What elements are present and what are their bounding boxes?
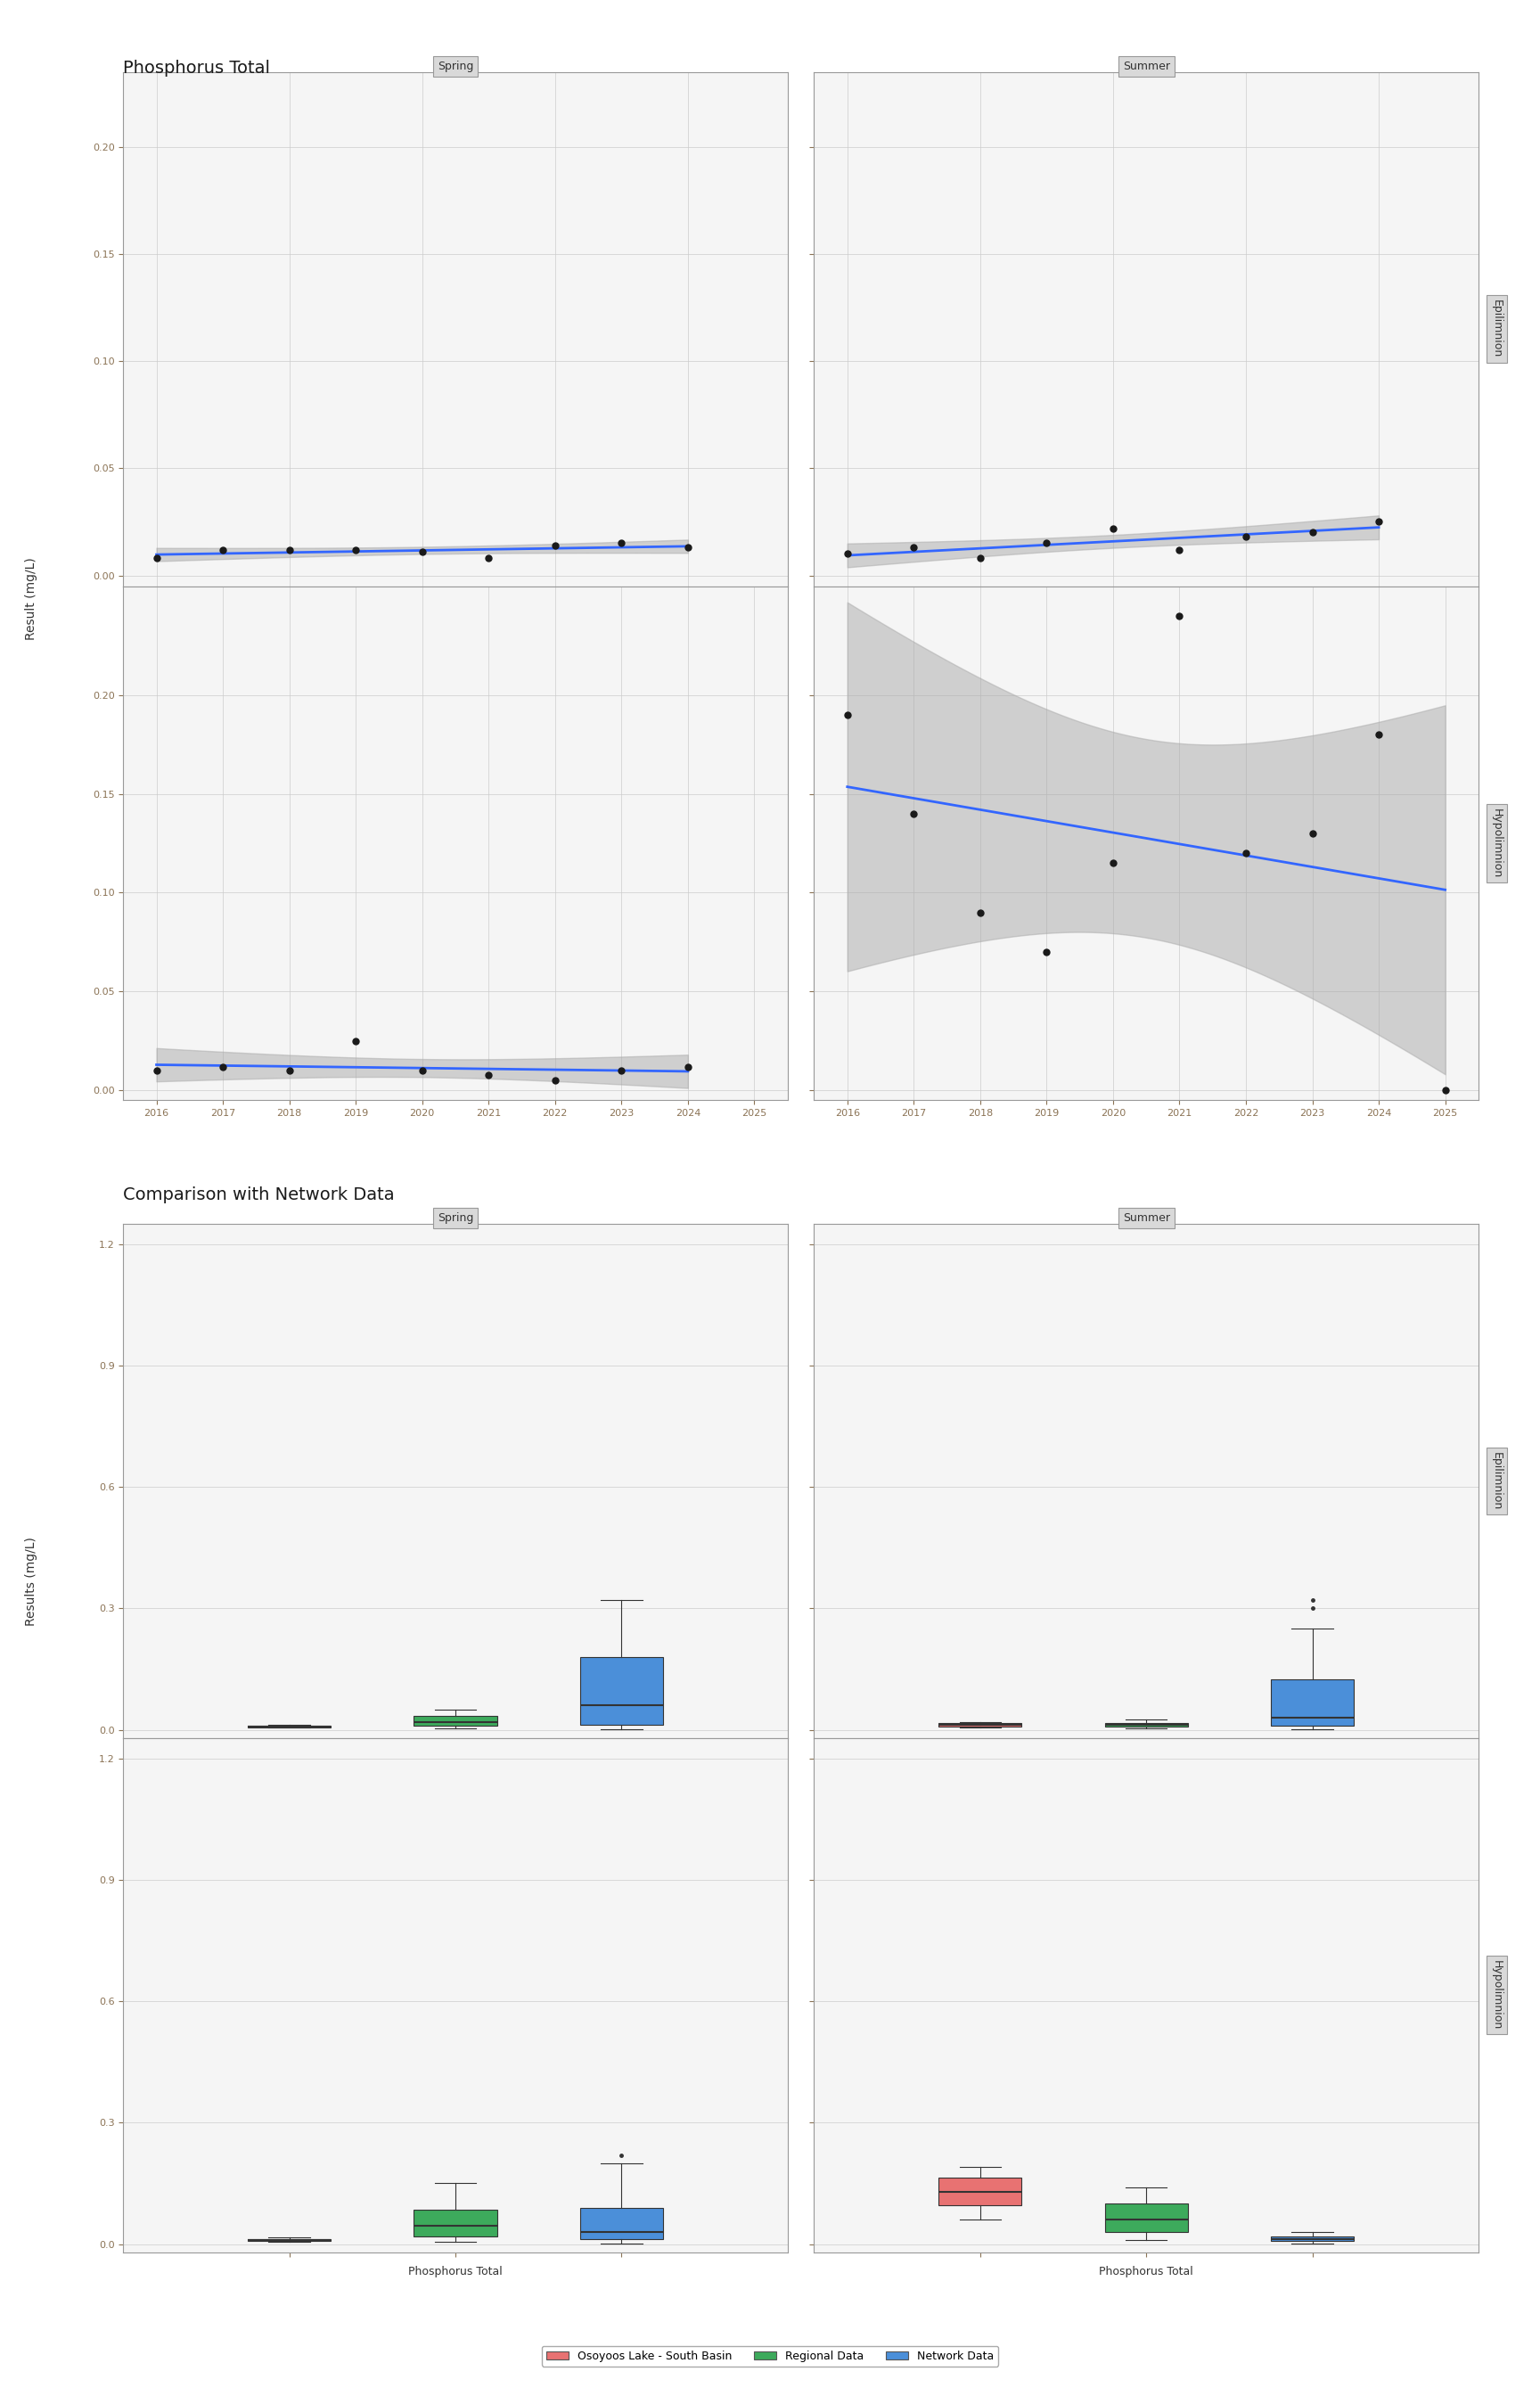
Y-axis label: Epilimnion: Epilimnion (1491, 300, 1503, 357)
Point (410, 1052, 434, 1090)
Point (676, 1047, 701, 1085)
Title: Summer: Summer (1123, 60, 1170, 72)
PathPatch shape (1270, 1680, 1354, 1725)
Y-axis label: Hypolimnion: Hypolimnion (1491, 807, 1503, 877)
X-axis label: Phosphorus Total: Phosphorus Total (1100, 2267, 1194, 2279)
Point (211, 530, 236, 568)
Point (1167, 530, 1192, 568)
Text: Results (mg/L): Results (mg/L) (25, 1536, 37, 1627)
Point (211, 1047, 236, 1085)
Point (1432, 1071, 1457, 1109)
Point (343, 530, 368, 568)
Point (967, 894, 992, 932)
Point (542, 527, 567, 565)
Point (1366, 716, 1391, 755)
Point (1234, 518, 1258, 556)
Legend: Osoyoos Lake - South Basin, Regional Data, Network Data: Osoyoos Lake - South Basin, Regional Dat… (542, 2346, 998, 2367)
Point (1366, 503, 1391, 541)
Point (343, 1021, 368, 1059)
Point (476, 1057, 501, 1095)
Point (476, 539, 501, 577)
Point (610, 525, 634, 563)
Point (676, 530, 701, 568)
Point (835, 695, 859, 733)
Point (277, 530, 302, 568)
Text: Result (mg/L): Result (mg/L) (25, 558, 37, 640)
PathPatch shape (581, 1658, 662, 1725)
Point (967, 539, 992, 577)
Title: Summer: Summer (1123, 1212, 1170, 1224)
Title: Spring: Spring (437, 60, 473, 72)
Point (145, 1052, 169, 1090)
PathPatch shape (1270, 2235, 1354, 2240)
Point (1101, 843, 1126, 882)
Point (1035, 932, 1060, 970)
Point (610, 1052, 634, 1090)
PathPatch shape (939, 2178, 1021, 2207)
Point (901, 530, 926, 568)
Point (1300, 815, 1324, 853)
Point (835, 534, 859, 573)
Y-axis label: Hypolimnion: Hypolimnion (1491, 1960, 1503, 2029)
Point (1300, 513, 1324, 551)
PathPatch shape (1104, 1723, 1187, 1728)
Text: Phosphorus Total: Phosphorus Total (123, 60, 270, 77)
X-axis label: Phosphorus Total: Phosphorus Total (408, 2267, 502, 2279)
Point (1035, 525, 1060, 563)
PathPatch shape (1104, 2204, 1187, 2233)
Point (145, 539, 169, 577)
PathPatch shape (939, 1723, 1021, 1728)
PathPatch shape (414, 2209, 497, 2235)
Point (277, 1052, 302, 1090)
PathPatch shape (581, 2207, 662, 2238)
Point (1234, 834, 1258, 872)
Text: Comparison with Network Data: Comparison with Network Data (123, 1186, 394, 1203)
Y-axis label: Epilimnion: Epilimnion (1491, 1452, 1503, 1509)
Point (1101, 508, 1126, 546)
Point (542, 1061, 567, 1100)
Point (901, 795, 926, 834)
Title: Spring: Spring (437, 1212, 473, 1224)
PathPatch shape (414, 1716, 497, 1725)
Point (410, 532, 434, 570)
Point (1167, 597, 1192, 635)
